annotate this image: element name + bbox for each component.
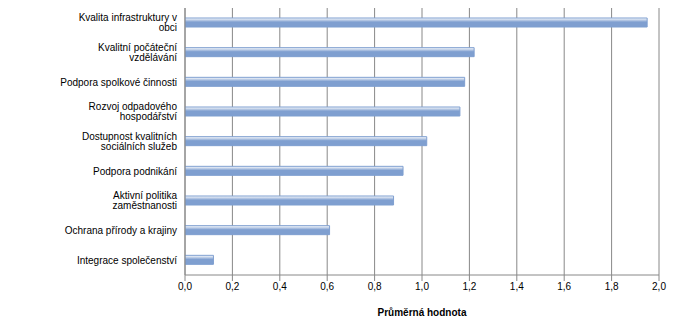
svg-text:1,0: 1,0 [415,281,429,292]
svg-text:0,8: 0,8 [368,281,382,292]
svg-text:0,4: 0,4 [273,281,287,292]
svg-text:Aktivní politikazaměstnanosti: Aktivní politikazaměstnanosti [113,190,178,211]
svg-text:Integrace společenství: Integrace společenství [77,255,177,266]
svg-text:Dostupnost kvalitníchsociálníc: Dostupnost kvalitníchsociálních služeb [82,131,177,152]
svg-text:Kvalitní počátečnívzdělávání: Kvalitní počátečnívzdělávání [98,42,177,63]
svg-text:1,2: 1,2 [462,281,476,292]
svg-text:1,4: 1,4 [510,281,524,292]
svg-text:0,2: 0,2 [225,281,239,292]
svg-text:Průměrná hodnota: Průměrná hodnota [378,307,467,318]
svg-text:Podpora spolkové činnosti: Podpora spolkové činnosti [60,77,177,88]
svg-text:1,6: 1,6 [557,281,571,292]
svg-text:Ochrana přírody a krajiny: Ochrana přírody a krajiny [65,225,177,236]
svg-text:2,0: 2,0 [652,281,666,292]
svg-text:Podpora podnikání: Podpora podnikání [93,166,177,177]
svg-text:0,6: 0,6 [320,281,334,292]
svg-text:Rozvoj odpadovéhohospodářství: Rozvoj odpadovéhohospodářství [89,101,178,122]
svg-text:1,8: 1,8 [605,281,619,292]
svg-text:0,0: 0,0 [178,281,192,292]
svg-text:Kvalita infrastruktury vobci: Kvalita infrastruktury vobci [79,12,177,33]
